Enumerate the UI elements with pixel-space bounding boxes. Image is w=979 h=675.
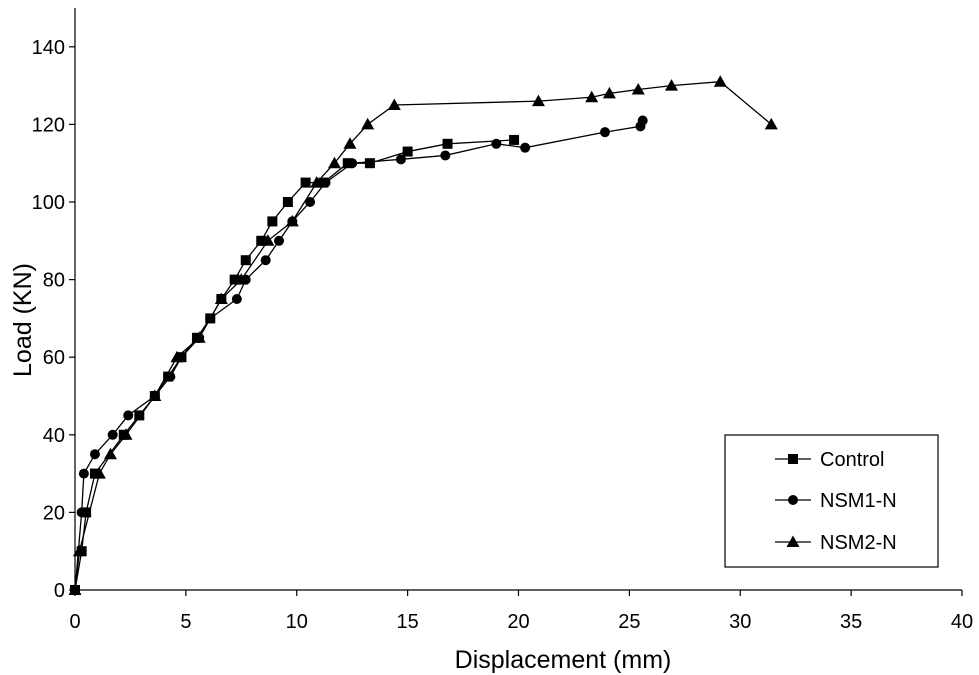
- data-point: [631, 82, 645, 95]
- series-line: [74, 139, 515, 591]
- series-triangle: [68, 75, 778, 595]
- data-point: [440, 150, 451, 161]
- legend-label: NSM2-N: [820, 532, 897, 554]
- series-layer: [68, 75, 778, 595]
- x-tick-label: 10: [286, 611, 308, 633]
- y-axis-label: Load (KN): [9, 263, 37, 377]
- data-point: [214, 292, 228, 304]
- data-point: [491, 138, 502, 149]
- data-point: [78, 468, 89, 479]
- data-point: [92, 467, 106, 479]
- data-point: [107, 429, 118, 440]
- data-point: [531, 94, 545, 107]
- data-point: [442, 138, 453, 149]
- data-point: [509, 134, 520, 145]
- series-line: [74, 120, 644, 591]
- data-point: [282, 197, 293, 207]
- data-point: [343, 137, 357, 149]
- data-point: [123, 410, 134, 421]
- data-point: [599, 127, 610, 138]
- data-point: [402, 146, 413, 157]
- data-point: [364, 158, 375, 169]
- data-point: [256, 235, 267, 246]
- legend-marker-triangle: [786, 535, 800, 547]
- data-point: [347, 158, 358, 169]
- y-tick-label: 20: [43, 502, 65, 524]
- series-square: [70, 134, 520, 595]
- x-tick-label: 35: [840, 611, 862, 633]
- data-point: [300, 177, 311, 188]
- x-tick-label: 40: [951, 611, 973, 633]
- data-point: [310, 176, 324, 188]
- x-tick-label: 20: [507, 611, 529, 633]
- y-tick-label: 80: [43, 270, 65, 292]
- x-tick-label: 0: [69, 611, 80, 633]
- data-point: [231, 294, 242, 304]
- y-tick-label: 40: [43, 425, 65, 447]
- x-axis-label: Displacement (mm): [455, 646, 672, 674]
- data-point: [148, 389, 162, 401]
- legend: Control NSM1-N NSM2-N: [724, 434, 939, 568]
- legend-marker-square: [788, 454, 798, 464]
- data-point: [170, 350, 184, 363]
- data-point: [72, 544, 86, 557]
- x-tick-label: 25: [618, 611, 640, 633]
- data-point: [68, 583, 82, 595]
- data-point: [76, 507, 87, 518]
- data-point: [665, 79, 679, 91]
- y-tick-label: 140: [32, 37, 65, 59]
- data-point: [134, 410, 145, 421]
- data-point: [764, 117, 778, 130]
- data-point: [103, 447, 117, 460]
- legend-marker-circle: [788, 495, 798, 505]
- data-point: [165, 371, 176, 382]
- data-point: [240, 255, 251, 266]
- data-point: [361, 117, 375, 130]
- legend-label: Control: [820, 449, 884, 471]
- data-point: [637, 115, 648, 126]
- data-point: [387, 98, 401, 110]
- x-tick-label: 30: [729, 611, 751, 633]
- x-tick-label: 15: [397, 611, 419, 633]
- data-point: [285, 214, 299, 227]
- data-point: [274, 235, 285, 246]
- data-point: [261, 234, 275, 246]
- legend-box: [724, 434, 939, 568]
- data-point: [520, 142, 531, 153]
- data-point: [234, 273, 248, 285]
- data-point: [395, 154, 406, 165]
- data-point: [260, 255, 271, 266]
- y-tick-label: 0: [54, 580, 65, 602]
- data-point: [229, 274, 240, 285]
- data-point: [713, 75, 727, 87]
- y-tick-label: 100: [32, 192, 65, 214]
- data-point: [602, 86, 616, 99]
- x-tick-label: 5: [180, 611, 191, 633]
- data-point: [305, 197, 316, 207]
- y-tick-label: 120: [32, 114, 65, 136]
- axes: 0 20 40 60 80 100 120 140 0 5 10 15 20 25 30 35 40: [32, 8, 973, 633]
- data-point: [320, 177, 331, 188]
- data-point: [585, 90, 599, 103]
- data-point: [327, 156, 341, 169]
- data-point: [267, 216, 278, 227]
- data-point: [89, 449, 100, 460]
- data-point: [89, 468, 100, 479]
- series-circle: [70, 115, 648, 595]
- y-tick-label: 60: [43, 347, 65, 369]
- data-point: [192, 331, 206, 343]
- legend-label: NSM1-N: [820, 490, 897, 512]
- data-point: [119, 428, 133, 440]
